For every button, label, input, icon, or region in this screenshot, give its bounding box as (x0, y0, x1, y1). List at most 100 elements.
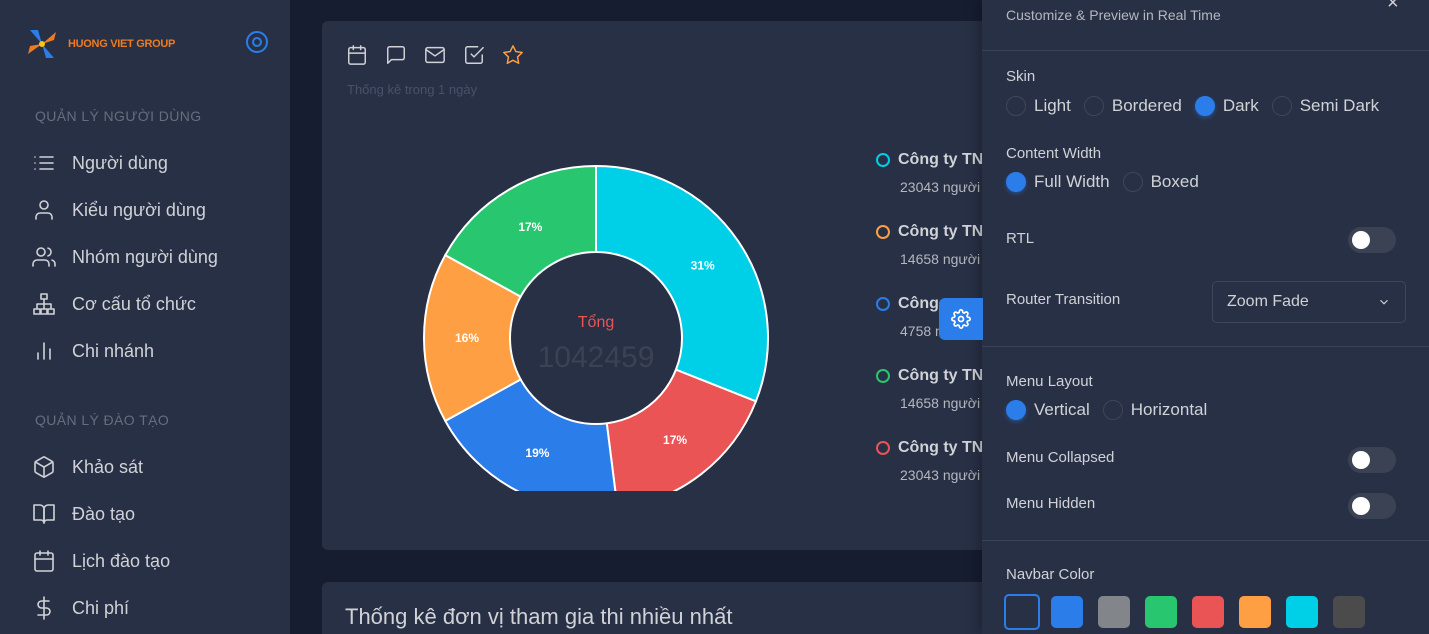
legend-value: 23043 người (900, 467, 981, 483)
pie-slice[interactable] (605, 368, 758, 491)
radio[interactable] (1083, 96, 1104, 116)
radio[interactable] (1006, 172, 1026, 192)
dollar-icon (37, 596, 51, 620)
radio-label: Full Width (1034, 172, 1110, 191)
router-transition-select[interactable]: Zoom Fade (1212, 281, 1406, 323)
divider (982, 540, 1429, 541)
menu-hidden-toggle[interactable] (1348, 493, 1396, 519)
customizer-panel: Customize & Preview in Real Time × Skin … (982, 0, 1429, 634)
star-icon[interactable] (502, 44, 524, 66)
radio-label: Bordered (1111, 96, 1182, 115)
radio[interactable] (1102, 400, 1123, 420)
slice-label: 16% (455, 331, 479, 345)
chart-center-label: Tổng (578, 313, 614, 331)
radio-label: Dark (1222, 96, 1259, 115)
sidebar-item-label: Cơ cấu tổ chức (72, 293, 196, 314)
list-icon (34, 156, 54, 170)
pie-slice[interactable] (443, 164, 597, 298)
divider (982, 346, 1429, 347)
chart-center-value: 1042459 (538, 341, 655, 374)
radio-label: Horizontal (1130, 400, 1208, 419)
chart-legend: Công ty TN 23043 người Công ty TN 14658 … (874, 151, 982, 511)
donut-chart: 31% 17% 19% 16% 17% Tổng 1042459 (423, 164, 769, 491)
check-square-icon[interactable] (463, 44, 485, 66)
legend-value: 14658 người (900, 251, 981, 267)
radio[interactable] (1194, 96, 1215, 116)
customizer-toggle-button[interactable] (939, 298, 983, 340)
sidebar-item-label: Kiểu người dùng (72, 199, 206, 220)
menu-collapsed-label: Menu Collapsed (1006, 449, 1115, 466)
close-icon[interactable]: × (1387, 0, 1399, 14)
chart-subtitle: Thống kê trong 1 ngày (347, 82, 478, 97)
content-width-options: Full Width Boxed (1006, 172, 1212, 192)
menu-collapsed-toggle[interactable] (1348, 447, 1396, 473)
bookmark-toolbar (346, 44, 524, 66)
rtl-toggle[interactable] (1348, 227, 1396, 253)
skin-option-bordered[interactable]: Bordered (1083, 96, 1182, 116)
skin-option-dark[interactable]: Dark (1194, 96, 1259, 116)
navbar-color-swatch[interactable] (1192, 596, 1224, 628)
navbar-color-swatch[interactable] (1286, 596, 1318, 628)
navbar-color-swatch[interactable] (1004, 594, 1040, 630)
navbar-color-swatch[interactable] (1051, 596, 1083, 628)
customizer-subtitle: Customize & Preview in Real Time (1006, 7, 1221, 23)
sidebar-item-label: Chi nhánh (72, 340, 155, 361)
navbar-color-swatch[interactable] (1239, 596, 1271, 628)
sidebar-item-org-structure[interactable]: Cơ cấu tổ chức (32, 292, 196, 316)
sidebar-item-label: Người dùng (72, 152, 168, 173)
skin-option-light[interactable]: Light (1006, 96, 1071, 116)
legend-name: Công ty TN (898, 223, 982, 240)
user-icon (35, 200, 53, 220)
content-width-label: Content Width (1006, 145, 1102, 162)
sidebar-item-training[interactable]: Đào tạo (32, 502, 135, 526)
brand-logo[interactable]: HUONG VIET GROUP (24, 26, 175, 62)
sidebar-item-costs[interactable]: Chi phí (32, 596, 129, 620)
sidebar-item-label: Đào tạo (72, 503, 136, 524)
layout-option-vertical[interactable]: Vertical (1006, 400, 1090, 420)
sidebar-item-user-groups[interactable]: Nhóm người dùng (32, 245, 218, 269)
calendar-icon[interactable] (346, 44, 368, 66)
navbar-color-swatch[interactable] (1145, 596, 1177, 628)
sidebar-item-training-schedule[interactable]: Lịch đào tạo (32, 549, 170, 573)
pie-slice[interactable] (595, 164, 769, 403)
radio[interactable] (1006, 400, 1026, 420)
top-units-card: Thống kê đơn vị tham gia thi nhiều nhất (322, 582, 1022, 634)
skin-option-semi-dark[interactable]: Semi Dark (1271, 96, 1379, 116)
sidebar-item-label: Chi phí (72, 597, 130, 618)
width-option-boxed[interactable]: Boxed (1122, 172, 1199, 192)
sidebar-item-survey[interactable]: Khảo sát (32, 455, 143, 479)
skin-options: Light Bordered Dark Semi Dark (1006, 96, 1392, 116)
navbar-color-swatch[interactable] (1333, 596, 1365, 628)
navbar-color-swatch[interactable] (1098, 596, 1130, 628)
legend-dot (876, 225, 890, 239)
menu-layout-label: Menu Layout (1006, 373, 1093, 390)
radio-label: Boxed (1150, 172, 1199, 191)
sidebar-item-branches[interactable]: Chi nhánh (32, 339, 154, 363)
gear-icon (951, 309, 971, 329)
mail-icon[interactable] (424, 44, 446, 66)
legend-name: Công ty TN (898, 367, 982, 384)
radio[interactable] (1271, 96, 1292, 116)
radio[interactable] (1006, 96, 1026, 116)
logo-icon (28, 30, 56, 58)
layout-option-horizontal[interactable]: Horizontal (1102, 400, 1208, 420)
legend-dot (876, 369, 890, 383)
sidebar-item-user-types[interactable]: Kiểu người dùng (32, 198, 206, 222)
radio[interactable] (1122, 172, 1143, 192)
sidebar-item-label: Nhóm người dùng (72, 246, 218, 267)
message-icon[interactable] (385, 44, 407, 66)
sidebar-item-label: Khảo sát (72, 456, 144, 477)
legend-item: Công ty TN 23043 người (876, 439, 982, 483)
legend-value: 14658 người (900, 395, 981, 411)
legend-item: Công ty TN 14658 người (876, 223, 982, 267)
router-transition-label: Router Transition (1006, 291, 1121, 308)
sidebar-toggle-button[interactable] (246, 31, 268, 53)
section-header-training: QUẢN LÝ ĐÀO TẠO (35, 412, 170, 428)
radio-label: Light (1034, 96, 1071, 115)
legend-name: Công ty TN (898, 151, 982, 168)
skin-label: Skin (1006, 68, 1036, 85)
width-option-full[interactable]: Full Width (1006, 172, 1110, 192)
sidebar-item-users[interactable]: Người dùng (32, 151, 168, 175)
pie-slice[interactable] (443, 378, 617, 491)
rtl-label: RTL (1006, 230, 1035, 247)
